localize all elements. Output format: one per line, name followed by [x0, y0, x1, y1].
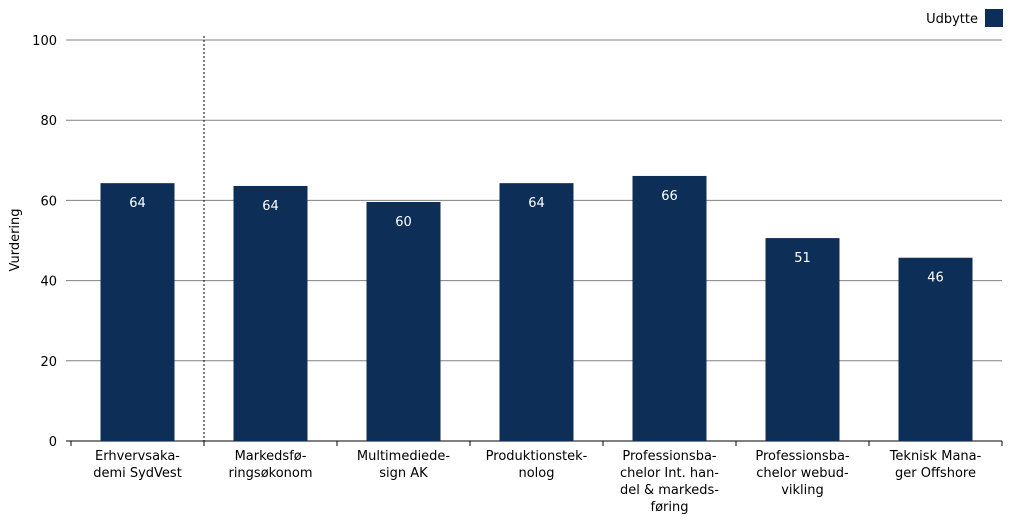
bar-value-label: 64	[528, 196, 545, 211]
bar-value-label: 66	[661, 189, 678, 204]
y-tick-label: 0	[49, 435, 57, 450]
bar	[366, 202, 441, 441]
x-category-label: Erhvervsaka-demi SydVest	[93, 449, 182, 481]
bar-value-label: 60	[395, 215, 412, 230]
bar	[233, 185, 308, 441]
x-category-label: Markedsfø-ringsøkonom	[228, 449, 312, 481]
bar	[765, 238, 840, 441]
bar	[632, 175, 707, 441]
bar-value-label: 64	[262, 199, 279, 214]
bars	[100, 175, 973, 442]
y-tick-label: 100	[32, 34, 57, 49]
bar	[898, 257, 973, 441]
x-category-label: Teknisk Mana-ger Offshore	[889, 449, 982, 481]
y-tick-label: 60	[40, 194, 57, 209]
x-category-label: Professionsba-chelor Int. han-del & mark…	[620, 449, 719, 515]
legend-label: Udbytte	[926, 12, 978, 27]
x-category-label: Multimediede-sign AK	[357, 449, 451, 481]
bar-value-label: 46	[927, 271, 944, 286]
data-labels: 64 64 60 64 66 51 46	[129, 189, 944, 286]
bar	[499, 183, 574, 442]
legend-swatch	[985, 9, 1003, 27]
bar-value-label: 64	[129, 196, 146, 211]
y-tick-label: 20	[40, 355, 57, 370]
y-tick-label: 40	[40, 275, 57, 290]
legend: Udbytte	[926, 9, 1003, 27]
x-category-label: Professionsba-chelor webud-vikling	[755, 449, 850, 498]
x-axis-categories: Erhvervsaka-demi SydVest Markedsfø-ringsø…	[93, 449, 981, 515]
bar-value-label: 51	[794, 251, 811, 266]
y-axis-ticks: 0 20 40 60 80 100	[32, 34, 57, 450]
x-category-label: Produktionstek-nolog	[486, 449, 588, 481]
y-tick-label: 80	[40, 114, 57, 129]
bar	[100, 183, 175, 442]
y-axis-title: Vurdering	[8, 208, 23, 271]
